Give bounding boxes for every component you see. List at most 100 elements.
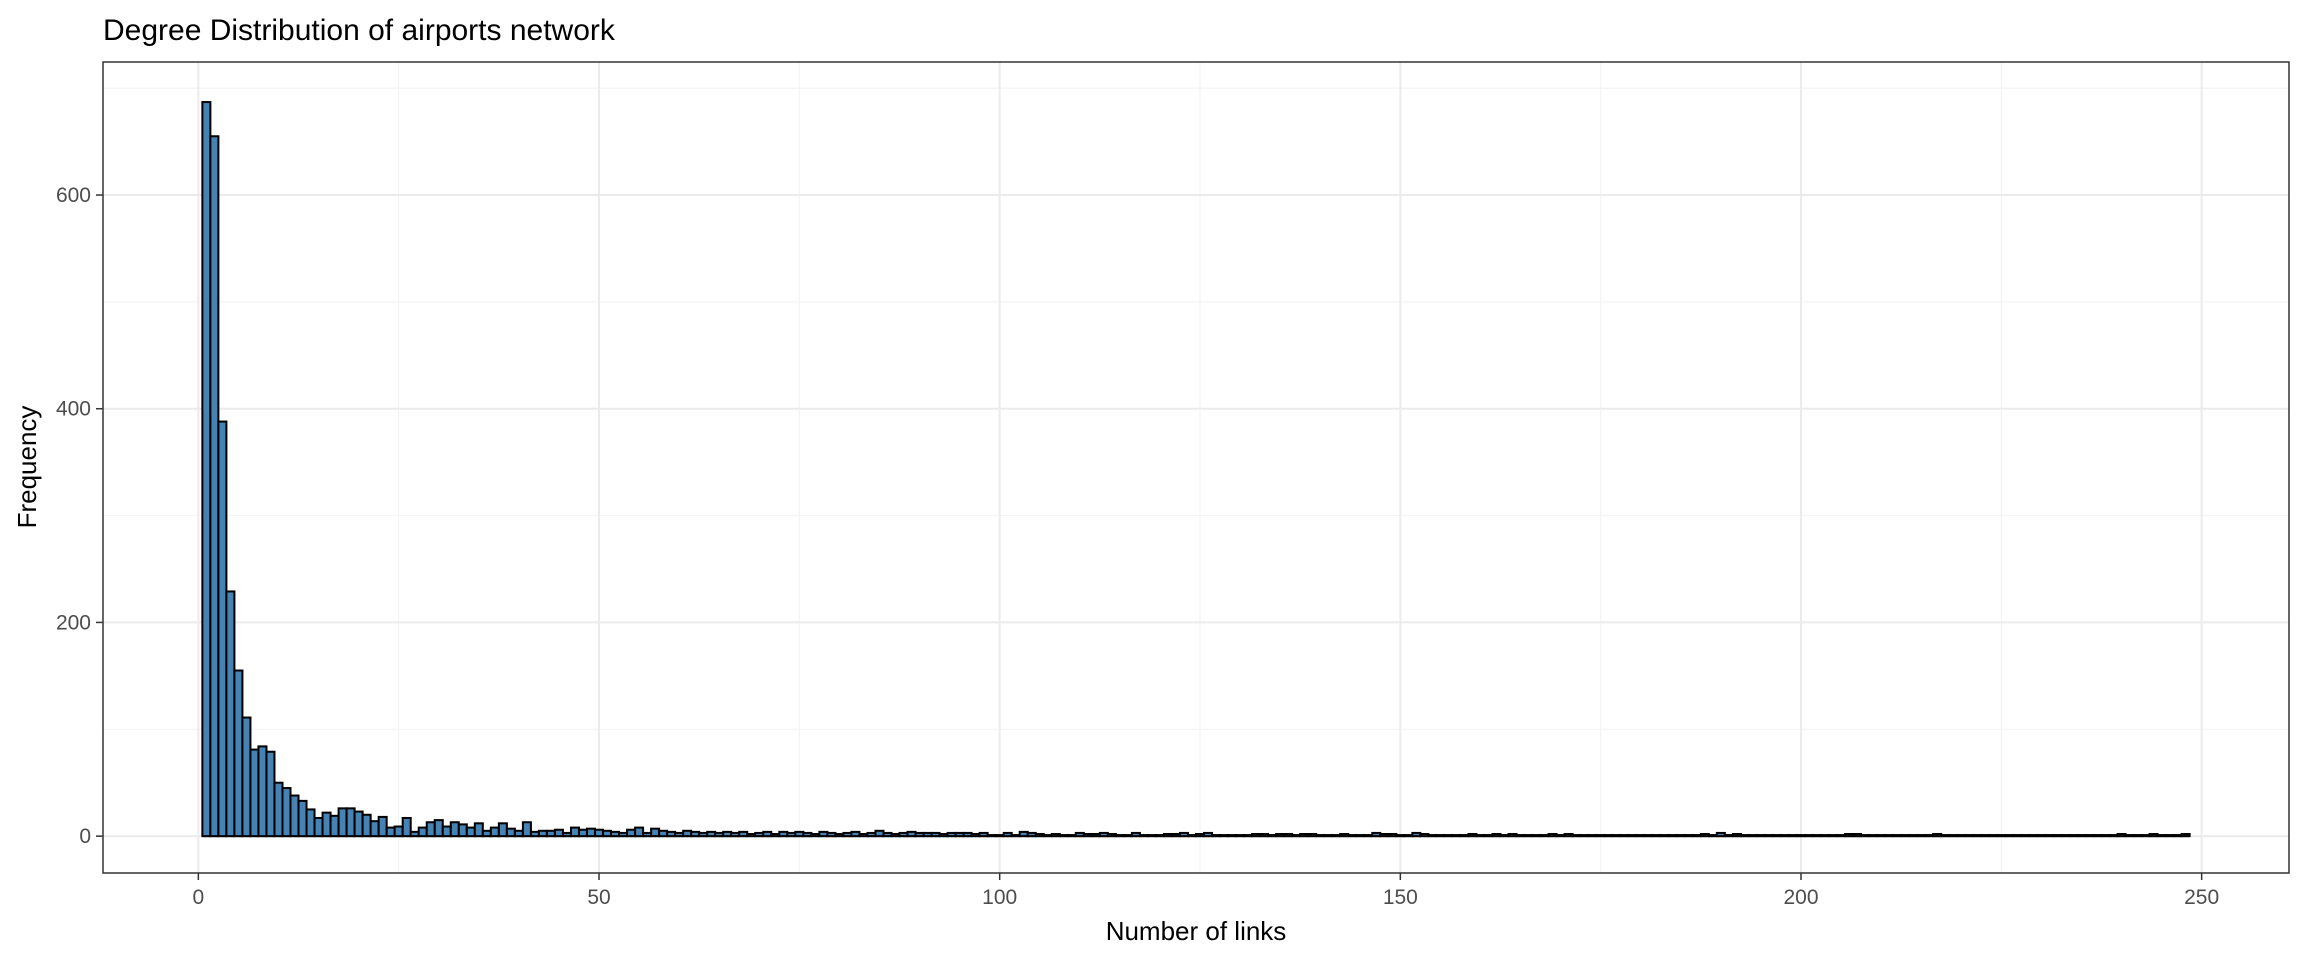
- histogram-bar: [2156, 834, 2167, 838]
- histogram-bar: [1892, 834, 1903, 838]
- histogram-bar: [1515, 834, 1526, 838]
- histogram-bar: [1082, 832, 1093, 838]
- histogram-bar: [241, 716, 252, 838]
- histogram-bar: [962, 831, 973, 838]
- histogram-bar: [1323, 834, 1334, 838]
- bars-layer: [201, 101, 2191, 838]
- histogram-bar: [1908, 834, 1919, 838]
- histogram-bar: [481, 829, 492, 838]
- x-tick-label: 150: [1383, 886, 1418, 909]
- histogram-bar: [489, 826, 500, 838]
- histogram-bar: [1747, 834, 1758, 838]
- histogram-bar: [2084, 834, 2095, 838]
- histogram-bar: [1779, 834, 1790, 838]
- x-tick-label: 50: [587, 886, 610, 909]
- histogram-bar: [561, 831, 572, 838]
- histogram-bar: [1916, 834, 1927, 838]
- histogram-bar: [2140, 834, 2151, 838]
- histogram-bar: [1387, 832, 1398, 838]
- histogram-bar: [1307, 832, 1318, 838]
- histogram-bar: [818, 830, 829, 838]
- histogram-bar: [762, 830, 773, 838]
- histogram-bar: [906, 830, 917, 838]
- histogram-bar: [1587, 834, 1598, 838]
- histogram-bar: [954, 831, 965, 838]
- y-tick-label: 600: [56, 184, 91, 207]
- histogram-bar: [698, 831, 709, 838]
- axis-layer: 0 50 100 150 200 250 0 200 400 600: [56, 184, 2219, 909]
- histogram-bar: [1579, 834, 1590, 838]
- histogram-bar: [1299, 832, 1310, 838]
- histogram-bar: [1018, 830, 1029, 838]
- histogram-bar: [722, 830, 733, 838]
- histogram-bar: [1900, 834, 1911, 838]
- histogram-bar: [1243, 834, 1254, 838]
- histogram-bar: [1235, 834, 1246, 838]
- histogram-bar: [1443, 834, 1454, 838]
- histogram-bar: [1812, 834, 1823, 838]
- histogram-bar: [433, 819, 444, 838]
- histogram-bar: [1507, 832, 1518, 838]
- histogram-bar: [1154, 834, 1165, 838]
- histogram-bar: [441, 825, 452, 838]
- histogram-bar: [2180, 832, 2191, 838]
- histogram-bar: [898, 831, 909, 838]
- histogram-bar: [1563, 832, 1574, 838]
- histogram-bar: [754, 831, 765, 838]
- histogram-bar: [2012, 834, 2023, 838]
- histogram-bar: [1675, 834, 1686, 838]
- histogram-bar: [1122, 834, 1133, 838]
- histogram-bar: [1523, 834, 1534, 838]
- histogram-bar: [529, 830, 540, 838]
- histogram-bar: [1860, 834, 1871, 838]
- histogram-bar: [650, 827, 661, 838]
- histogram-bar: [505, 827, 516, 838]
- histogram-bar: [297, 799, 308, 838]
- histogram-bar: [337, 807, 348, 838]
- histogram-bar: [730, 831, 741, 838]
- histogram-bar: [1547, 832, 1558, 838]
- histogram-bar: [1651, 834, 1662, 838]
- histogram-bar: [930, 831, 941, 838]
- histogram-bar: [233, 669, 244, 838]
- histogram-bar: [1186, 834, 1198, 838]
- histogram-bar: [610, 830, 621, 838]
- histogram-bar: [1996, 834, 2007, 838]
- histogram-bar: [1034, 832, 1045, 838]
- histogram-bar: [1219, 834, 1230, 838]
- histogram-bar: [1595, 834, 1606, 838]
- histogram-bar: [786, 831, 797, 838]
- histogram-bar: [1347, 834, 1358, 838]
- histogram-bar: [1868, 834, 1879, 838]
- histogram-bar: [1074, 831, 1085, 838]
- histogram-bar: [1836, 834, 1847, 838]
- histogram-bar: [690, 830, 701, 838]
- histogram-bar: [1026, 831, 1037, 838]
- histogram-bar: [1283, 832, 1294, 838]
- histogram-bar: [2100, 834, 2111, 838]
- histogram-bar: [1539, 834, 1550, 838]
- histogram-bar: [1355, 834, 1366, 838]
- histogram-bar: [1771, 834, 1782, 838]
- histogram-bar: [1884, 834, 1895, 838]
- histogram-bar: [2068, 834, 2079, 838]
- histogram-bar: [1475, 834, 1486, 838]
- histogram-bar: [1804, 834, 1815, 838]
- histogram-bar: [1098, 831, 1109, 838]
- grid-layer: [103, 62, 2289, 873]
- histogram-bar: [361, 813, 372, 838]
- histogram-bar: [1707, 834, 1718, 838]
- histogram-bar: [858, 832, 869, 838]
- histogram-bar: [353, 810, 364, 838]
- histogram-bar: [393, 825, 404, 838]
- histogram-bar: [1683, 834, 1694, 838]
- histogram-bar: [2028, 834, 2039, 838]
- histogram-bar: [1275, 832, 1286, 838]
- histogram-bar: [2148, 832, 2159, 838]
- histogram-bar: [1435, 834, 1446, 838]
- histogram-bar: [1956, 834, 1967, 838]
- histogram-bar: [866, 831, 877, 838]
- histogram-bar: [281, 787, 292, 838]
- histogram-bar: [1844, 832, 1855, 838]
- histogram-bar: [1932, 832, 1943, 838]
